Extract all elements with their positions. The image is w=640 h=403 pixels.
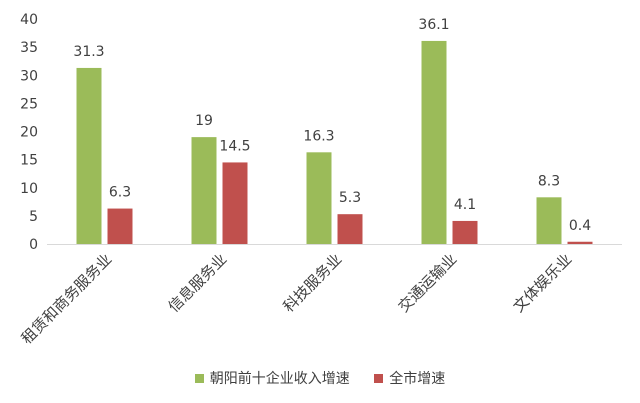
category-label: 文体娱乐业 (510, 250, 576, 316)
y-tick-label: 25 (20, 96, 38, 112)
data-labels: 31.3 6.3 19 14.5 16.3 5.3 36.1 4.1 8.3 0.4 (73, 17, 591, 234)
bar-series-1 (567, 241, 593, 244)
data-label: 14.5 (219, 138, 250, 154)
legend-label: 朝阳前十企业收入增速 (209, 371, 350, 387)
data-label: 5.3 (339, 190, 361, 206)
y-tick-label: 30 (20, 68, 38, 84)
bar-series-0 (76, 67, 102, 244)
data-label: 36.1 (418, 17, 449, 33)
y-tick-label: 35 (20, 40, 38, 56)
y-tick-label: 15 (20, 153, 38, 169)
data-label: 19 (195, 113, 213, 129)
bar-series-0 (421, 40, 447, 244)
category-label: 科技服务业 (280, 250, 346, 316)
legend-swatch (374, 373, 384, 383)
legend: 朝阳前十企业收入增速 全市增速 (0, 368, 640, 388)
bar-series-1 (452, 220, 478, 244)
legend-label: 全市增速 (389, 371, 446, 387)
bar-series-0 (306, 152, 332, 244)
category-label: 交通运输业 (395, 250, 461, 316)
legend-item-series-0: 朝阳前十企业收入增速 (194, 368, 350, 388)
y-tick-label: 0 (29, 237, 38, 253)
category-labels: 租赁和商务服务业 信息服务业 科技服务业 交通运输业 文体娱乐业 (18, 250, 576, 348)
y-tick-label: 40 (20, 12, 38, 28)
y-tick-label: 5 (29, 209, 38, 225)
data-label: 16.3 (303, 128, 334, 144)
legend-item-series-1: 全市增速 (374, 368, 445, 388)
data-label: 8.3 (538, 173, 560, 189)
legend-swatch (194, 373, 204, 383)
data-label: 4.1 (454, 197, 476, 213)
data-label: 31.3 (73, 44, 104, 60)
bar-series-1 (222, 162, 248, 244)
bar-series-0 (191, 137, 217, 244)
bar-series-1 (107, 208, 133, 244)
category-label: 信息服务业 (165, 250, 231, 316)
data-label: 6.3 (109, 185, 131, 201)
y-tick-label: 10 (20, 181, 38, 197)
data-label: 0.4 (569, 218, 591, 234)
bar-series-1 (337, 214, 363, 244)
y-tick-label: 20 (20, 125, 38, 141)
y-axis-ticks: 0 5 10 15 20 25 30 35 40 (20, 12, 38, 253)
bars (76, 40, 593, 244)
category-label: 租赁和商务服务业 (18, 250, 116, 348)
bar-series-0 (536, 197, 562, 244)
